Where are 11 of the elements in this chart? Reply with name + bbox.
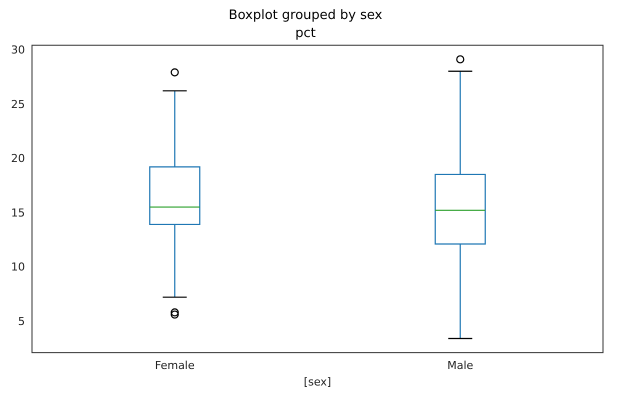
chart-subtitle: pct — [295, 26, 316, 41]
y-tick-label: 5 — [18, 315, 25, 328]
y-tick-label: 20 — [10, 152, 25, 166]
y-tick-label: 15 — [10, 206, 25, 220]
y-tick-label: 25 — [10, 98, 25, 111]
y-tick-label: 10 — [10, 260, 25, 274]
x-tick-label: Female — [154, 359, 195, 372]
y-tick-label: 30 — [10, 43, 25, 56]
chart-title: Boxplot grouped by sex — [228, 8, 383, 24]
x-tick-label: Male — [447, 359, 474, 372]
x-axis-title: [sex] — [304, 375, 332, 388]
